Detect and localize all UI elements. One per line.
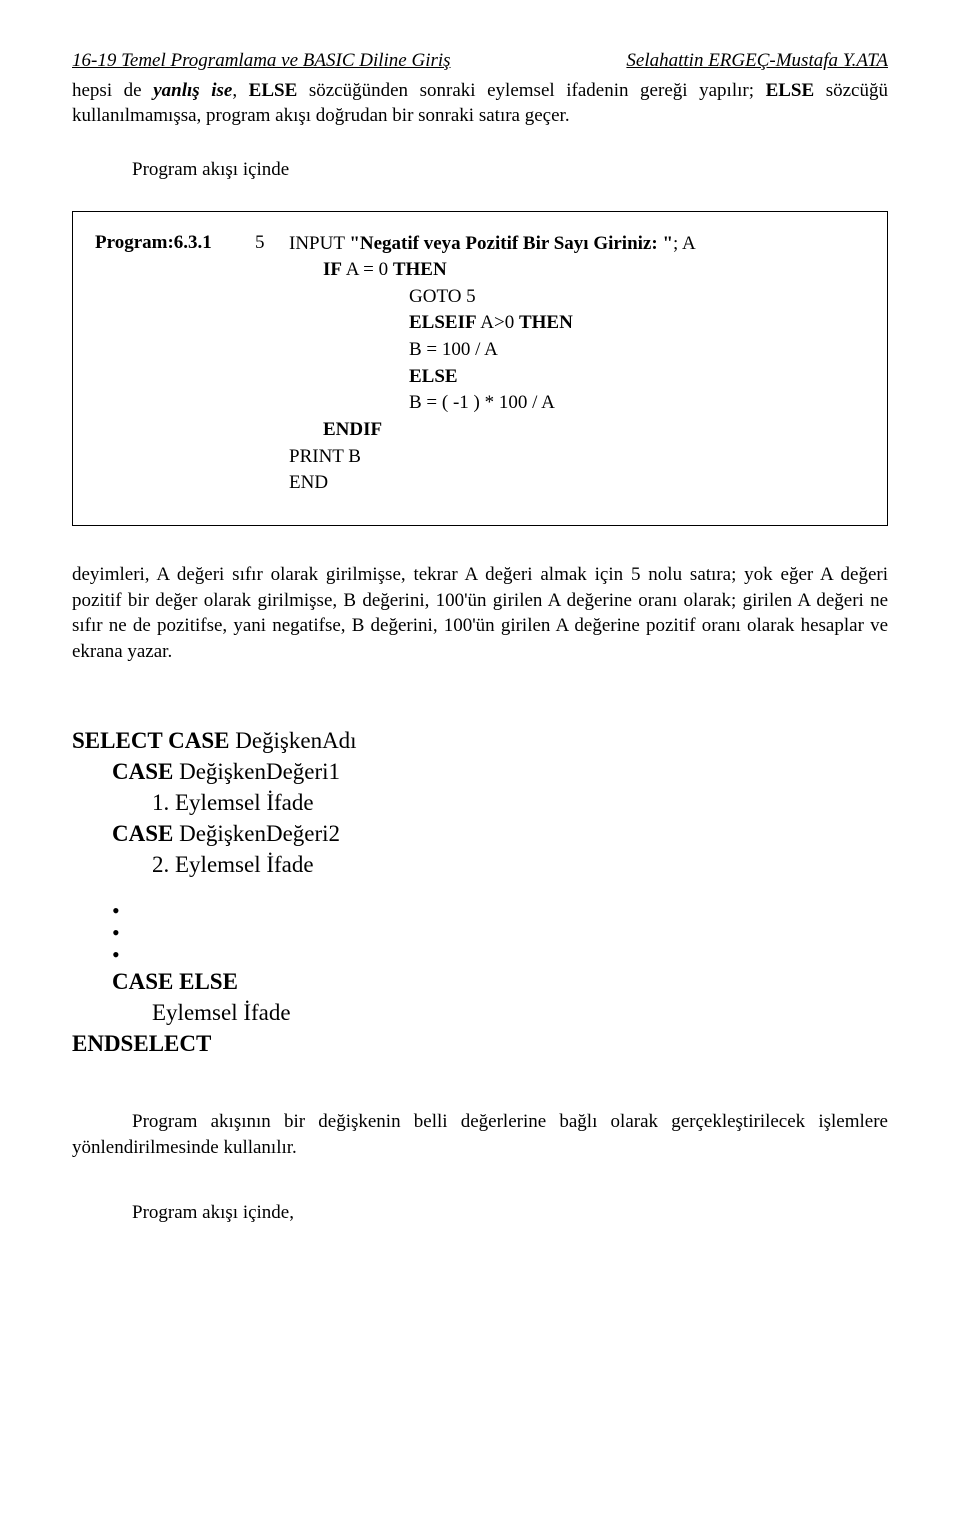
code-l5: B = 100 / A bbox=[289, 337, 865, 363]
last-line: Program akışı içinde, bbox=[132, 1200, 888, 1226]
sel-l8: ENDSELECT bbox=[72, 1028, 888, 1059]
intro-t4: ELSE bbox=[249, 80, 298, 101]
sel-l1a: SELECT CASE bbox=[72, 728, 229, 753]
sel-l2b: DeğişkenDeğeri1 bbox=[173, 759, 340, 784]
body-paragraph: deyimleri, A değeri sıfır olarak girilmi… bbox=[72, 562, 888, 665]
code-l7: B = ( -1 ) * 100 / A bbox=[289, 390, 865, 416]
code-l1: INPUT "Negatif veya Pozitif Bir Sayı Gir… bbox=[289, 231, 865, 257]
bullet-item bbox=[112, 922, 888, 936]
code-l10: END bbox=[289, 470, 865, 496]
code-l4: ELSEIF A>0 THEN bbox=[289, 310, 865, 336]
code-l4c: THEN bbox=[519, 312, 573, 333]
page-header: 16-19 Temel Programlama ve BASIC Diline … bbox=[72, 48, 888, 74]
sel-l1b: DeğişkenAdı bbox=[229, 728, 356, 753]
bullet-item bbox=[112, 900, 888, 914]
sel-l5: 2. Eylemsel İfade bbox=[152, 849, 888, 880]
sel-l2a: CASE bbox=[112, 759, 173, 784]
code-l3: GOTO 5 bbox=[289, 284, 865, 310]
sel-l1: SELECT CASE DeğişkenAdı bbox=[72, 725, 888, 756]
code-l4a: ELSEIF bbox=[409, 312, 477, 333]
flow-label: Program akışı içinde bbox=[132, 157, 888, 183]
code-l9: PRINT B bbox=[289, 444, 865, 470]
code-l2b: A = 0 bbox=[342, 259, 393, 280]
intro-t5: sözcüğünden sonraki eylemsel ifadenin ge… bbox=[297, 80, 765, 101]
code-line-num: 5 bbox=[255, 230, 289, 497]
code-l8: ENDIF bbox=[289, 417, 865, 443]
code-l2: IF A = 0 THEN bbox=[289, 257, 865, 283]
code-l1c: ; A bbox=[673, 233, 696, 254]
code-l2c: THEN bbox=[393, 259, 447, 280]
bullet-item bbox=[112, 944, 888, 958]
intro-t3: , bbox=[232, 80, 248, 101]
sel-l4a: CASE bbox=[112, 821, 173, 846]
sel-l3: 1. Eylemsel İfade bbox=[152, 787, 888, 818]
select-block: SELECT CASE DeğişkenAdı CASE DeğişkenDeğ… bbox=[72, 725, 888, 1059]
bullet-list bbox=[112, 900, 888, 958]
code-l6: ELSE bbox=[289, 364, 865, 390]
code-body: INPUT "Negatif veya Pozitif Bir Sayı Gir… bbox=[289, 230, 865, 497]
code-l1a: INPUT bbox=[289, 233, 349, 254]
code-l1b: "Negatif veya Pozitif Bir Sayı Giriniz: … bbox=[349, 233, 673, 254]
sel-l7: Eylemsel İfade bbox=[152, 997, 888, 1028]
code-l2a: IF bbox=[323, 259, 342, 280]
code-row: Program:6.3.1 5 INPUT "Negatif veya Pozi… bbox=[95, 230, 865, 497]
desc-paragraph: Program akışının bir değişkenin belli de… bbox=[72, 1109, 888, 1160]
header-right: Selahattin ERGEÇ-Mustafa Y.ATA bbox=[626, 48, 888, 74]
sel-l4b: DeğişkenDeğeri2 bbox=[173, 821, 340, 846]
program-label: Program:6.3.1 bbox=[95, 230, 255, 497]
desc-text: Program akışının bir değişkenin belli de… bbox=[72, 1109, 888, 1160]
sel-l6: CASE ELSE bbox=[112, 966, 888, 997]
intro-t6: ELSE bbox=[766, 80, 815, 101]
intro-t1: hepsi de bbox=[72, 80, 153, 101]
code-box: Program:6.3.1 5 INPUT "Negatif veya Pozi… bbox=[72, 211, 888, 526]
intro-t2: yanlış ise bbox=[153, 80, 232, 101]
sel-l4: CASE DeğişkenDeğeri2 bbox=[112, 818, 888, 849]
sel-l2: CASE DeğişkenDeğeri1 bbox=[112, 756, 888, 787]
intro-paragraph: hepsi de yanlış ise, ELSE sözcüğünden so… bbox=[72, 78, 888, 129]
header-left: 16-19 Temel Programlama ve BASIC Diline … bbox=[72, 48, 451, 74]
code-l4b: A>0 bbox=[477, 312, 519, 333]
